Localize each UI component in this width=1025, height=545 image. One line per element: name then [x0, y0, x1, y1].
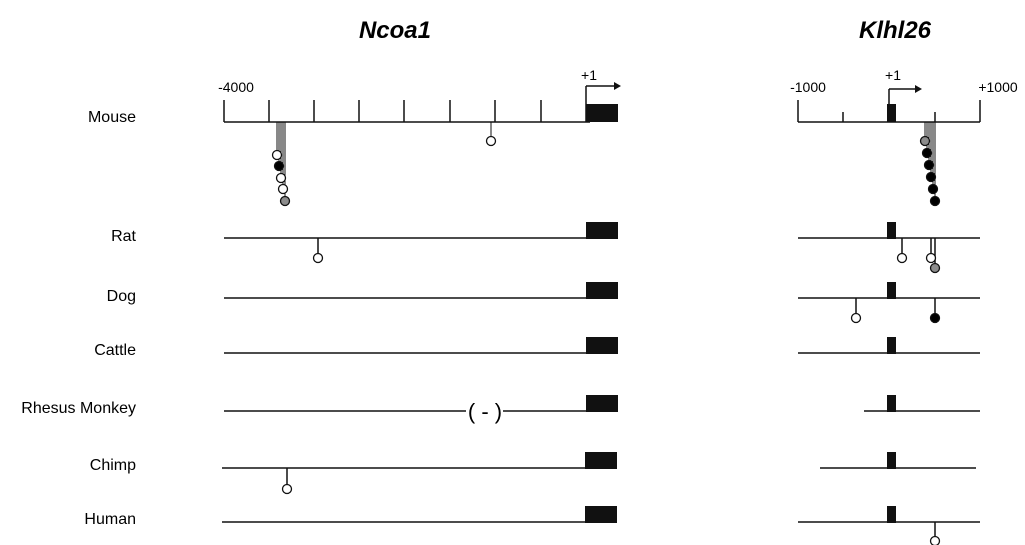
klhl26-mouse-site-filled — [925, 171, 937, 183]
klhl26-mouse-site-grey — [919, 135, 931, 147]
klhl26-exon-dog — [887, 282, 896, 299]
klhl26-rat-site-open — [896, 252, 908, 264]
klhl26-exon-human — [887, 506, 896, 523]
klhl26-mouse-site-filled — [929, 195, 941, 207]
klhl26-human-site-open — [929, 535, 941, 545]
ncoa1-sites — [271, 135, 497, 495]
species-label-rat: Rat — [111, 228, 136, 245]
klhl26-exon-rhesus — [887, 395, 896, 412]
species-label-rhesus-monkey: Rhesus Monkey — [21, 400, 136, 417]
klhl26-exon-mouse — [887, 104, 896, 122]
klhl26-mouse-site-filled — [921, 147, 933, 159]
rhesus-gap-marker: ( - ) — [468, 399, 502, 424]
species-label-cattle: Cattle — [94, 342, 136, 359]
gene-title-ncoa1: Ncoa1 — [359, 17, 431, 44]
ncoa1-mouse-site-open — [485, 135, 497, 147]
klhl26-sites — [850, 135, 941, 545]
ncoa1-rat-site-open — [312, 252, 324, 264]
klhl26-exon-cattle — [887, 337, 896, 354]
klhl26-mouse-site-filled — [923, 159, 935, 171]
ncoa1-exon-human — [585, 506, 617, 523]
ncoa1-mouse-site-open — [277, 183, 289, 195]
klhl26-panel — [797, 85, 981, 538]
ncoa1-mouse-site-grey — [279, 195, 291, 207]
species-label-chimp: Chimp — [90, 457, 136, 474]
klhl26-dog-site-open — [850, 312, 862, 324]
ncoa1-mouse-site-stems — [276, 122, 492, 201]
ncoa1-axis-start-label: -4000 — [218, 79, 254, 95]
ncoa1-axis-tss-label: +1 — [581, 67, 597, 83]
species-label-dog: Dog — [107, 288, 136, 305]
ncoa1-exon-dog — [586, 282, 618, 299]
ncoa1-exons — [585, 104, 618, 523]
ncoa1-exon-rat — [586, 222, 618, 239]
ncoa1-mouse-axis — [223, 100, 590, 123]
gene-title-klhl26: Klhl26 — [859, 17, 932, 44]
ncoa1-tss-arrow — [585, 82, 621, 100]
ncoa1-mouse-site-open — [271, 149, 283, 161]
ncoa1-mouse-site-filled — [273, 160, 285, 172]
klhl26-dog-site-filled — [929, 312, 941, 324]
klhl26-exons — [887, 104, 896, 523]
klhl26-exon-rat — [887, 222, 896, 239]
klhl26-exon-chimp — [887, 452, 896, 469]
ncoa1-chimp-site-open — [281, 483, 293, 495]
ncoa1-exon-rhesus — [586, 395, 618, 412]
klhl26-rat-site-grey — [929, 262, 941, 274]
ncoa1-mouse-site-open — [275, 172, 287, 184]
ncoa1-panel — [222, 82, 621, 523]
ncoa1-exon-cattle — [586, 337, 618, 354]
klhl26-tss-arrow — [888, 85, 922, 104]
ncoa1-exon-mouse — [586, 104, 618, 122]
klhl26-rat-site-open — [925, 252, 937, 264]
klhl26-axis-end-label: +1000 — [978, 79, 1018, 95]
klhl26-axis-tss-label: +1 — [885, 67, 901, 83]
ncoa1-exon-chimp — [585, 452, 617, 469]
klhl26-mouse-site-filled — [927, 183, 939, 195]
species-label-mouse: Mouse — [88, 109, 136, 126]
species-label-human: Human — [84, 511, 136, 528]
klhl26-axis-start-label: -1000 — [790, 79, 826, 95]
